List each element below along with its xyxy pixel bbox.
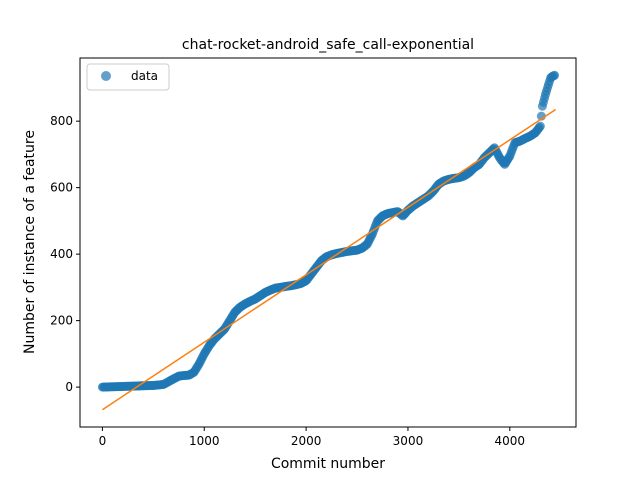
- x-tick-label: 2000: [291, 434, 322, 448]
- x-tick-label: 4000: [495, 434, 526, 448]
- legend-box: [86, 63, 170, 91]
- legend-label: data: [131, 69, 158, 83]
- x-tick-label: 1000: [189, 434, 220, 448]
- fit-line: [101, 108, 557, 411]
- legend-marker: [101, 71, 111, 81]
- y-tick-label: 600: [50, 181, 73, 195]
- y-tick-label: 800: [50, 114, 73, 128]
- x-tick-label: 3000: [393, 434, 424, 448]
- y-axis-label: Number of instance of a feature: [22, 130, 38, 354]
- x-tick-label: 0: [99, 434, 107, 448]
- y-axis-ticks: 0 200 400 600 800: [50, 114, 80, 394]
- legend: data: [86, 63, 170, 91]
- data-point: [535, 121, 545, 131]
- x-axis-ticks: 0 1000 2000 3000 4000: [99, 427, 525, 448]
- chart-title: chat-rocket-android_safe_call-exponentia…: [182, 37, 474, 53]
- data-points: [97, 70, 560, 392]
- x-axis-label: Commit number: [271, 456, 385, 472]
- y-tick-label: 0: [65, 380, 73, 394]
- y-tick-label: 200: [50, 314, 73, 328]
- y-tick-label: 400: [50, 247, 73, 261]
- plot-frame: [79, 57, 577, 428]
- fit-line-group: [101, 108, 557, 411]
- data-point: [550, 70, 560, 80]
- data-point: [536, 111, 546, 121]
